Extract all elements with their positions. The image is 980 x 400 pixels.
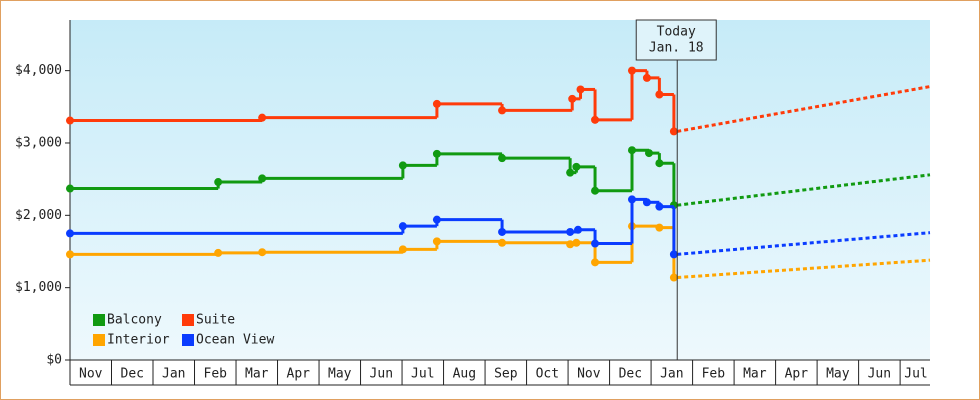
point xyxy=(655,159,664,168)
point xyxy=(66,250,74,259)
x-tick-label: Dec xyxy=(619,367,642,382)
x-tick-label: Mar xyxy=(245,367,269,382)
x-tick-label: Apr xyxy=(785,367,809,382)
x-tick-label: Feb xyxy=(702,367,726,382)
x-tick-label: Jul xyxy=(411,367,434,382)
point xyxy=(498,106,507,115)
legend-swatch xyxy=(93,314,105,326)
point xyxy=(66,229,74,238)
point xyxy=(627,66,636,75)
x-tick-label: Jan xyxy=(162,367,185,382)
x-tick-label: Apr xyxy=(287,367,311,382)
point xyxy=(574,225,583,234)
x-tick-label: Jun xyxy=(370,367,393,382)
x-tick-label: Oct xyxy=(536,367,559,382)
forecast-line xyxy=(677,258,931,280)
forecast-line xyxy=(676,85,931,133)
point xyxy=(498,227,507,236)
point xyxy=(669,127,678,136)
y-tick-label: $1,000 xyxy=(15,280,62,295)
legend-label: Ocean View xyxy=(196,333,274,348)
point xyxy=(591,186,600,195)
point xyxy=(398,245,407,254)
legend-swatch xyxy=(182,334,194,346)
x-tick-label: May xyxy=(328,367,352,382)
point xyxy=(498,238,507,247)
point xyxy=(591,258,600,267)
point xyxy=(214,248,223,257)
legend-swatch xyxy=(182,314,194,326)
point xyxy=(642,73,651,82)
forecast-line xyxy=(677,231,931,256)
point xyxy=(572,162,581,171)
point xyxy=(568,94,577,103)
x-tick-label: Nov xyxy=(577,367,601,382)
point xyxy=(627,146,636,155)
x-tick-label: Nov xyxy=(79,367,103,382)
x-tick-label: Mar xyxy=(743,367,767,382)
point xyxy=(591,239,600,248)
point xyxy=(642,198,651,207)
point xyxy=(572,238,581,247)
today-label: Jan. 18 xyxy=(649,41,704,56)
legend-label: Balcony xyxy=(107,313,162,328)
y-tick-label: $3,000 xyxy=(15,135,62,150)
legend-label: Suite xyxy=(196,313,235,328)
legend-label: Interior xyxy=(107,333,170,348)
point xyxy=(432,215,441,224)
point xyxy=(66,116,74,125)
point xyxy=(655,90,664,99)
point xyxy=(655,202,664,211)
point xyxy=(432,99,441,108)
legend-swatch xyxy=(93,334,105,346)
point xyxy=(258,113,267,122)
point xyxy=(66,184,74,193)
y-tick-label: $2,000 xyxy=(15,208,62,223)
x-tick-label: May xyxy=(826,367,850,382)
forecast-line xyxy=(677,173,931,207)
point xyxy=(627,195,636,204)
x-tick-label: Dec xyxy=(121,367,144,382)
x-tick-label: Jan xyxy=(660,367,683,382)
point xyxy=(566,168,575,177)
point xyxy=(432,237,441,246)
point xyxy=(645,149,654,158)
point xyxy=(498,154,507,163)
x-tick-label: Sep xyxy=(494,367,518,382)
point xyxy=(432,149,441,158)
x-tick-label: Jun xyxy=(868,367,891,382)
today-box xyxy=(635,19,717,61)
point xyxy=(398,161,407,170)
x-tick-label: Feb xyxy=(204,367,228,382)
point xyxy=(398,222,407,231)
point xyxy=(566,227,575,236)
point xyxy=(214,178,223,187)
point xyxy=(669,250,678,259)
x-tick-label: Jul xyxy=(904,367,927,382)
x-tick-label: Aug xyxy=(453,367,476,382)
point xyxy=(258,248,267,257)
y-tick-label: $4,000 xyxy=(15,63,62,78)
point xyxy=(655,223,664,232)
point xyxy=(576,85,585,94)
point xyxy=(566,240,575,249)
today-label: Today xyxy=(657,25,696,40)
y-tick-label: $0 xyxy=(46,353,62,368)
point xyxy=(669,273,678,282)
point xyxy=(258,174,267,183)
point xyxy=(591,115,600,124)
